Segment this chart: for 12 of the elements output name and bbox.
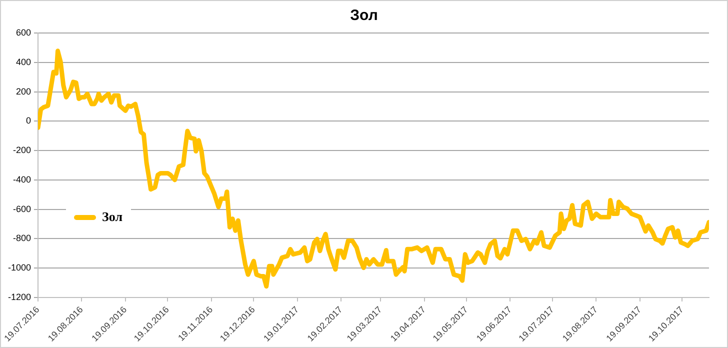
y-tick-label: -800 [13, 233, 32, 244]
legend-label: Зол [102, 209, 122, 226]
y-tick-label: -400 [13, 174, 32, 184]
y-tick-label: -200 [13, 145, 32, 156]
y-tick-label: 200 [16, 86, 32, 96]
y-tick-label: -1200 [8, 292, 32, 302]
chart-title: Зол [349, 7, 379, 24]
y-tick-label: -600 [13, 204, 32, 214]
y-tick-label: -1000 [8, 262, 32, 273]
y-tick-label: 400 [16, 56, 32, 67]
y-tick-label: 0 [26, 116, 32, 126]
y-tick-label: 600 [16, 27, 32, 38]
